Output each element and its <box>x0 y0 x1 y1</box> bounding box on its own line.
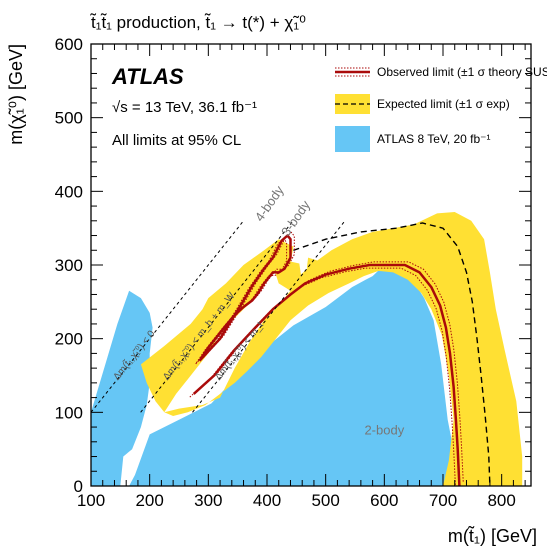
diagonal-line-0 <box>91 220 244 413</box>
x-tick-label: 600 <box>370 491 398 510</box>
legend-atlas8-label: ATLAS 8 TeV, 20 fb⁻¹ <box>377 132 491 146</box>
legend-observed: Observed limit (±1 σ theory SUSY) <box>335 65 547 79</box>
region-label-4-body: 4-body <box>252 182 287 224</box>
x-tick-label: 300 <box>194 491 222 510</box>
region-label-3-body: 3-body <box>278 197 313 239</box>
x-tick-label: 400 <box>253 491 281 510</box>
legend-atlas8: ATLAS 8 TeV, 20 fb⁻¹ <box>335 126 491 152</box>
y-tick-label: 200 <box>55 330 83 349</box>
y-tick-label: 100 <box>55 403 83 422</box>
expected-band-3 <box>306 257 323 278</box>
x-tick-label: 500 <box>311 491 339 510</box>
legend-atlas8-swatch <box>335 126 370 152</box>
legend-observed-label: Observed limit (±1 σ theory SUSY) <box>377 65 547 79</box>
region-label-2-body: 2-body <box>364 422 404 437</box>
observed-limit-line-0 <box>198 234 292 362</box>
y-axis-title: m(χ̃₁⁰) [GeV] <box>6 44 26 145</box>
x-axis-title: m(t̃₁) [GeV] <box>448 526 537 546</box>
energy-lumi-label: √s = 13 TeV, 36.1 fb⁻¹ <box>112 99 257 116</box>
cl-note: All limits at 95% CL <box>112 132 241 149</box>
y-tick-label: 400 <box>55 182 83 201</box>
diagonal-line-1 <box>140 220 294 413</box>
diagonal-line-2 <box>192 220 346 413</box>
observed-limit-line-1 <box>192 263 461 486</box>
x-tick-label: 100 <box>77 491 105 510</box>
x-tick-label: 200 <box>135 491 163 510</box>
x-tick-label: 800 <box>487 491 515 510</box>
experiment-label: ATLAS <box>111 64 184 89</box>
y-tick-label: 600 <box>55 35 83 54</box>
y-tick-label: 500 <box>55 109 83 128</box>
y-tick-label: 300 <box>55 256 83 275</box>
legend-expected: Expected limit (±1 σ exp) <box>335 94 510 114</box>
y-tick-label: 0 <box>74 477 83 496</box>
chart-title: t̃₁t̃₁ production, t̃₁ → t(*) + χ̃₁⁰ <box>89 13 306 32</box>
atlas8-region-1 <box>129 265 461 486</box>
expected-limit-line-0 <box>293 222 491 486</box>
expected-band-2 <box>272 257 303 291</box>
atlas8-region-0 <box>91 290 153 486</box>
legend-expected-label: Expected limit (±1 σ exp) <box>377 97 510 111</box>
legend: Observed limit (±1 σ theory SUSY) Expect… <box>335 65 547 152</box>
x-tick-label: 700 <box>429 491 457 510</box>
